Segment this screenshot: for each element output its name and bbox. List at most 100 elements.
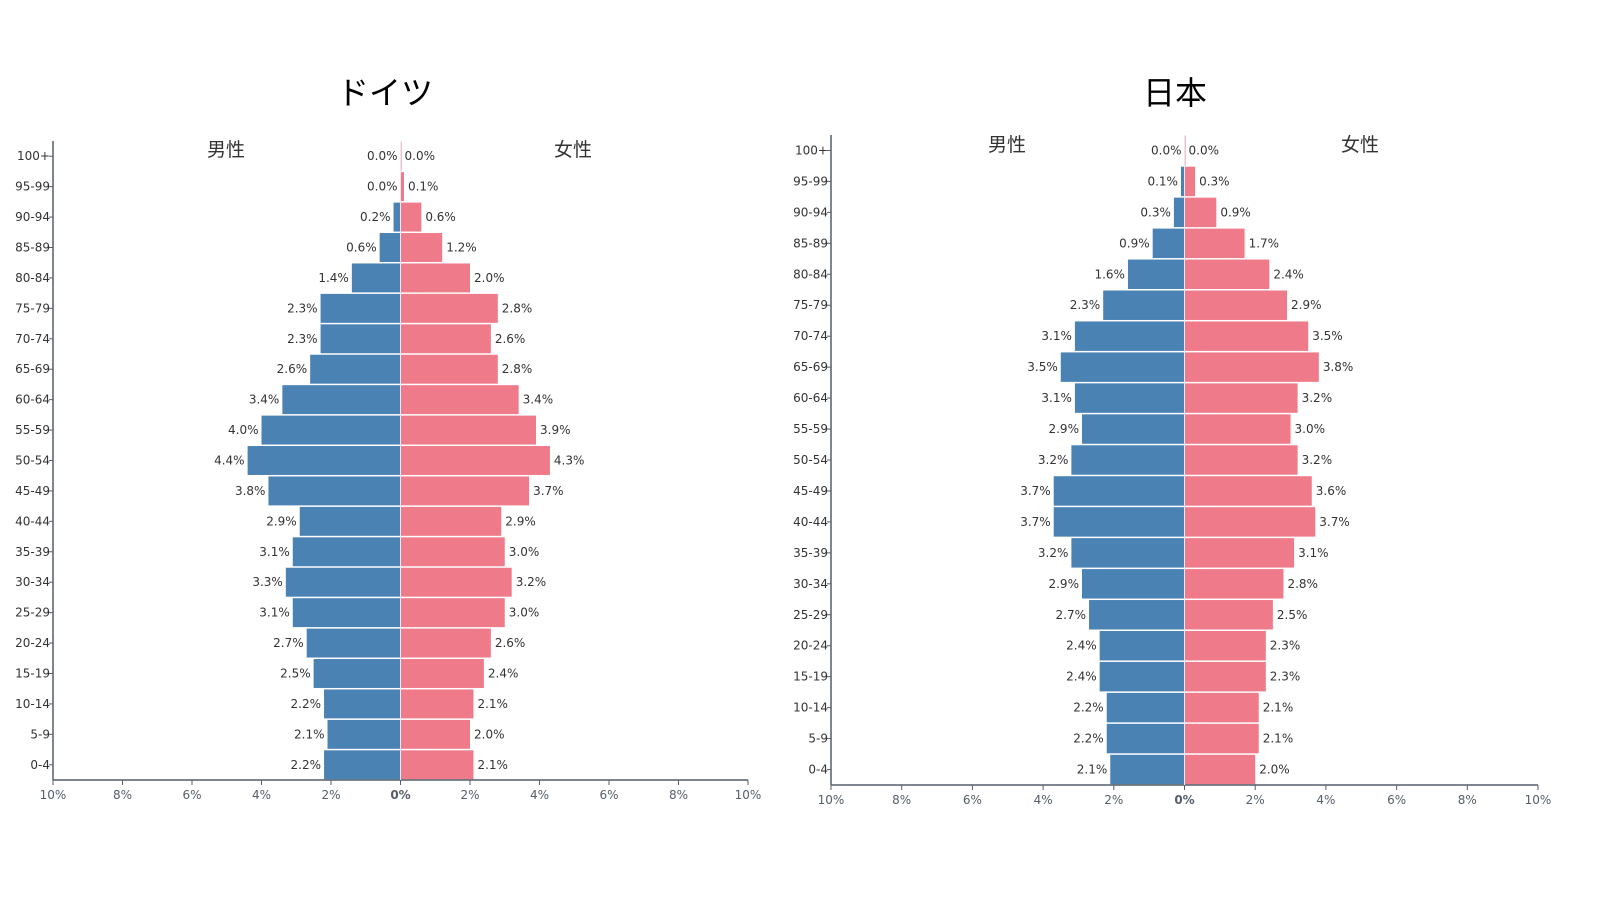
- female-bar: [1184, 661, 1266, 692]
- male-bar: [324, 750, 401, 780]
- male-bar: [313, 659, 401, 688]
- male-bar: [1071, 445, 1185, 475]
- male-data-label: 0.1%: [1147, 174, 1178, 188]
- x-tick-label: 2%: [321, 788, 340, 802]
- category-label: 10-14: [793, 701, 828, 715]
- category-label: 25-29: [15, 606, 50, 620]
- male-bar: [1099, 661, 1185, 692]
- male-bar: [1106, 692, 1185, 723]
- chart-title: ドイツ: [336, 74, 433, 112]
- female-bar: [1184, 352, 1319, 382]
- x-tick-label: 4%: [530, 788, 549, 802]
- female-data-label: 0.6%: [425, 210, 456, 224]
- male-bar: [1081, 414, 1185, 444]
- male-data-label: 2.9%: [1048, 422, 1079, 436]
- category-label: 45-49: [793, 484, 828, 498]
- female-data-label: 2.6%: [495, 636, 525, 650]
- male-bar: [1053, 507, 1185, 537]
- female-bar: [400, 506, 502, 536]
- female-data-label: 2.5%: [1277, 608, 1308, 622]
- x-tick-label: 6%: [963, 793, 982, 807]
- male-data-label: 2.5%: [280, 667, 311, 681]
- female-bar: [400, 415, 537, 445]
- female-data-label: 0.0%: [1189, 143, 1220, 157]
- category-label: 95-99: [15, 180, 50, 194]
- female-data-label: 3.2%: [1302, 453, 1333, 467]
- female-data-label: 2.3%: [1270, 639, 1301, 653]
- female-data-label: 2.8%: [502, 362, 533, 376]
- male-bar: [320, 293, 401, 323]
- male-data-label: 2.4%: [1066, 670, 1097, 684]
- female-bar: [1184, 445, 1298, 475]
- male-bar: [1053, 476, 1185, 506]
- category-label: 60-64: [15, 393, 50, 407]
- x-tick-label: 8%: [1458, 793, 1477, 807]
- female-data-label: 4.3%: [554, 454, 585, 468]
- x-tick-label: 8%: [669, 788, 688, 802]
- male-data-label: 2.1%: [294, 727, 325, 741]
- male-bar: [1173, 197, 1185, 228]
- male-data-label: 4.4%: [214, 454, 245, 468]
- female-bar: [1184, 383, 1298, 413]
- male-data-label: 3.4%: [249, 393, 280, 407]
- female-bar: [400, 567, 512, 597]
- male-data-label: 0.2%: [360, 210, 391, 224]
- category-label: 50-54: [15, 454, 50, 468]
- category-label: 100+: [17, 149, 50, 163]
- category-label: 50-54: [793, 453, 828, 467]
- category-label: 70-74: [793, 329, 828, 343]
- male-bar: [393, 202, 401, 232]
- female-label: 女性: [554, 139, 593, 161]
- male-bar: [261, 415, 401, 445]
- male-bar: [1127, 259, 1185, 290]
- x-tick-label: 0%: [1174, 793, 1194, 807]
- female-bar: [1184, 630, 1266, 661]
- male-data-label: 3.3%: [252, 575, 283, 589]
- male-data-label: 2.9%: [1048, 577, 1079, 591]
- male-data-label: 2.1%: [1077, 763, 1108, 777]
- category-label: 80-84: [15, 271, 50, 285]
- male-bar: [1152, 228, 1185, 259]
- female-bar: [400, 719, 470, 749]
- male-data-label: 2.4%: [1066, 639, 1097, 653]
- male-bar: [1106, 723, 1185, 754]
- x-tick-label: 8%: [892, 793, 911, 807]
- female-bar: [1184, 600, 1273, 630]
- male-data-label: 2.2%: [1073, 732, 1104, 746]
- female-data-label: 3.2%: [516, 575, 547, 589]
- male-data-label: 2.7%: [1056, 608, 1087, 622]
- category-label: 90-94: [15, 210, 50, 224]
- category-label: 35-39: [793, 546, 828, 560]
- male-data-label: 3.1%: [259, 545, 290, 559]
- female-data-label: 2.0%: [474, 727, 505, 741]
- chart-germany: ドイツ 男性 女性 100+ 0.0% 0.0% 95-99 0.0% 0.1% 90-94…: [15, 74, 761, 802]
- male-data-label: 2.3%: [1070, 298, 1101, 312]
- female-bar: [1184, 197, 1217, 228]
- female-data-label: 2.3%: [1270, 670, 1301, 684]
- female-bar: [1184, 692, 1259, 723]
- female-data-label: 1.2%: [446, 241, 477, 255]
- female-data-label: 3.7%: [1319, 515, 1350, 529]
- male-data-label: 2.3%: [287, 332, 318, 346]
- female-data-label: 2.4%: [488, 667, 519, 681]
- female-data-label: 3.5%: [1312, 329, 1343, 343]
- male-bar: [324, 689, 401, 719]
- female-data-label: 0.9%: [1220, 205, 1251, 219]
- x-tick-label: 4%: [1034, 793, 1053, 807]
- female-data-label: 2.8%: [502, 301, 533, 315]
- category-label: 55-59: [793, 422, 828, 436]
- female-data-label: 3.9%: [540, 423, 571, 437]
- category-label: 0-4: [30, 758, 50, 772]
- male-data-label: 0.9%: [1119, 236, 1150, 250]
- male-data-label: 3.2%: [1038, 546, 1069, 560]
- x-tick-label: 10%: [40, 788, 67, 802]
- male-data-label: 0.6%: [346, 241, 377, 255]
- female-data-label: 3.6%: [1316, 484, 1347, 498]
- female-bar: [1184, 414, 1291, 444]
- female-bar: [400, 659, 484, 688]
- female-bar: [400, 385, 519, 415]
- category-label: 30-34: [793, 577, 828, 591]
- female-bar: [400, 750, 474, 780]
- x-tick-label: 6%: [182, 788, 201, 802]
